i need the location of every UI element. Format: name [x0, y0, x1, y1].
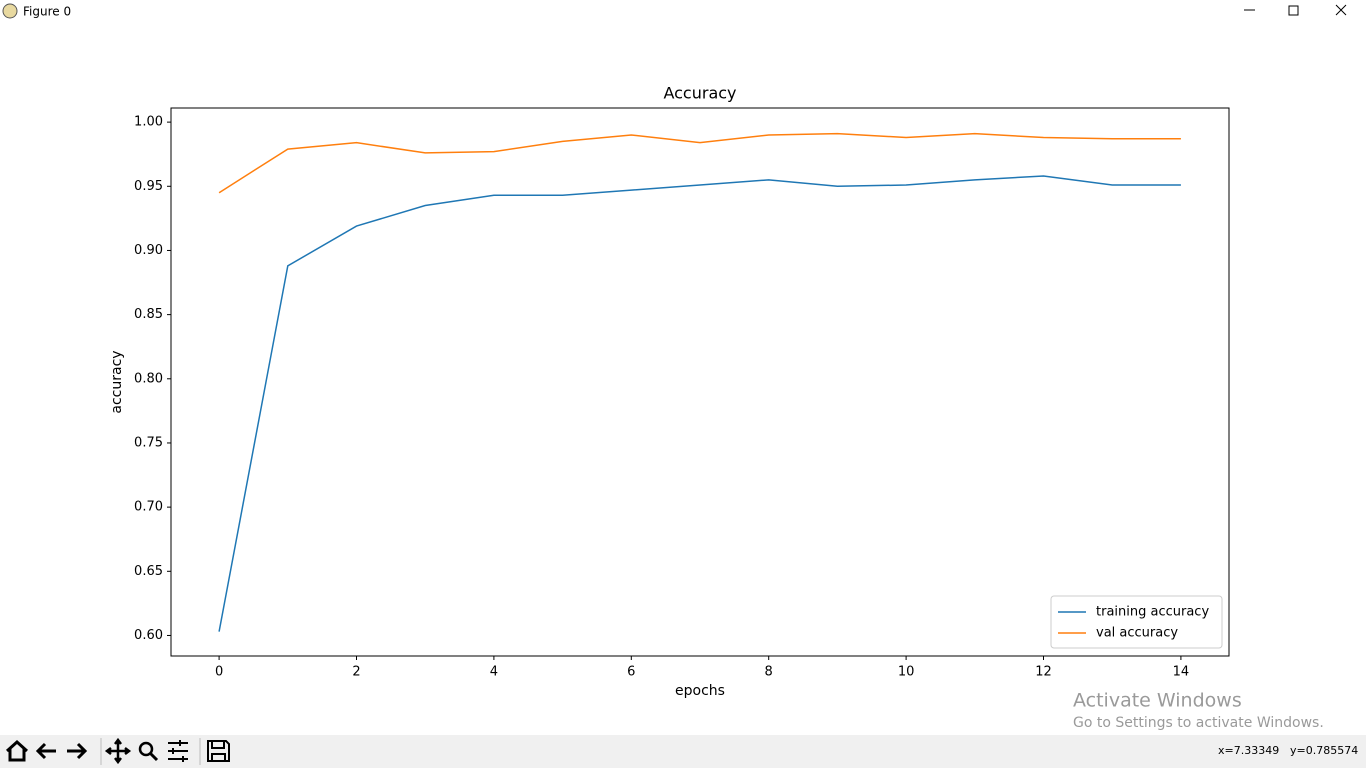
x-tick-label: 2	[352, 665, 360, 680]
chart-title: Accuracy	[663, 84, 736, 103]
x-tick-label: 0	[215, 665, 223, 680]
watermark-title: Activate Windows	[1073, 690, 1242, 712]
watermark-subtitle: Go to Settings to activate Windows.	[1073, 715, 1324, 731]
app-icon	[2, 3, 18, 19]
pan-button[interactable]	[104, 737, 132, 765]
window-title: Figure 0	[23, 5, 71, 19]
y-tick-label: 0.70	[134, 500, 163, 515]
x-tick-label: 6	[627, 665, 635, 680]
x-tick-label: 12	[1035, 665, 1052, 680]
x-axis-label: epochs	[675, 683, 725, 699]
zoom-handle	[148, 751, 159, 762]
plot-frame	[170, 107, 1230, 657]
y-axis-label: accuracy	[109, 350, 125, 413]
x-tick-label: 14	[1173, 665, 1190, 680]
home-button[interactable]	[5, 739, 29, 762]
y-tick-label: 0.65	[134, 564, 163, 579]
restore-button[interactable]	[1288, 5, 1299, 16]
save-button[interactable]	[207, 740, 230, 762]
legend-label: val accuracy	[1096, 626, 1178, 641]
legend-label: training accuracy	[1096, 605, 1209, 620]
back-button[interactable]	[35, 742, 56, 760]
y-tick-label: 0.60	[134, 628, 163, 643]
y-tick-label: 0.95	[134, 179, 163, 194]
zoom-button[interactable]	[138, 741, 154, 757]
series-line	[218, 132, 1181, 194]
cursor-y: y=0.785574	[1290, 744, 1358, 757]
x-tick-label: 4	[490, 665, 498, 680]
y-tick-label: 0.80	[134, 371, 163, 386]
y-tick-label: 0.90	[134, 243, 163, 258]
x-tick-label: 10	[898, 665, 915, 680]
y-tick-label: 0.85	[134, 307, 163, 322]
series-line	[218, 175, 1181, 632]
toolbar	[0, 735, 1366, 768]
x-tick-label: 8	[765, 665, 773, 680]
y-tick-label: 1.00	[134, 115, 163, 130]
configure-button[interactable]	[168, 740, 188, 762]
y-tick-label: 0.75	[134, 435, 163, 450]
cursor-x: x=7.33349	[1218, 744, 1279, 757]
close-button[interactable]	[1335, 4, 1347, 16]
forward-button[interactable]	[67, 742, 88, 760]
legend-box	[1050, 595, 1223, 649]
